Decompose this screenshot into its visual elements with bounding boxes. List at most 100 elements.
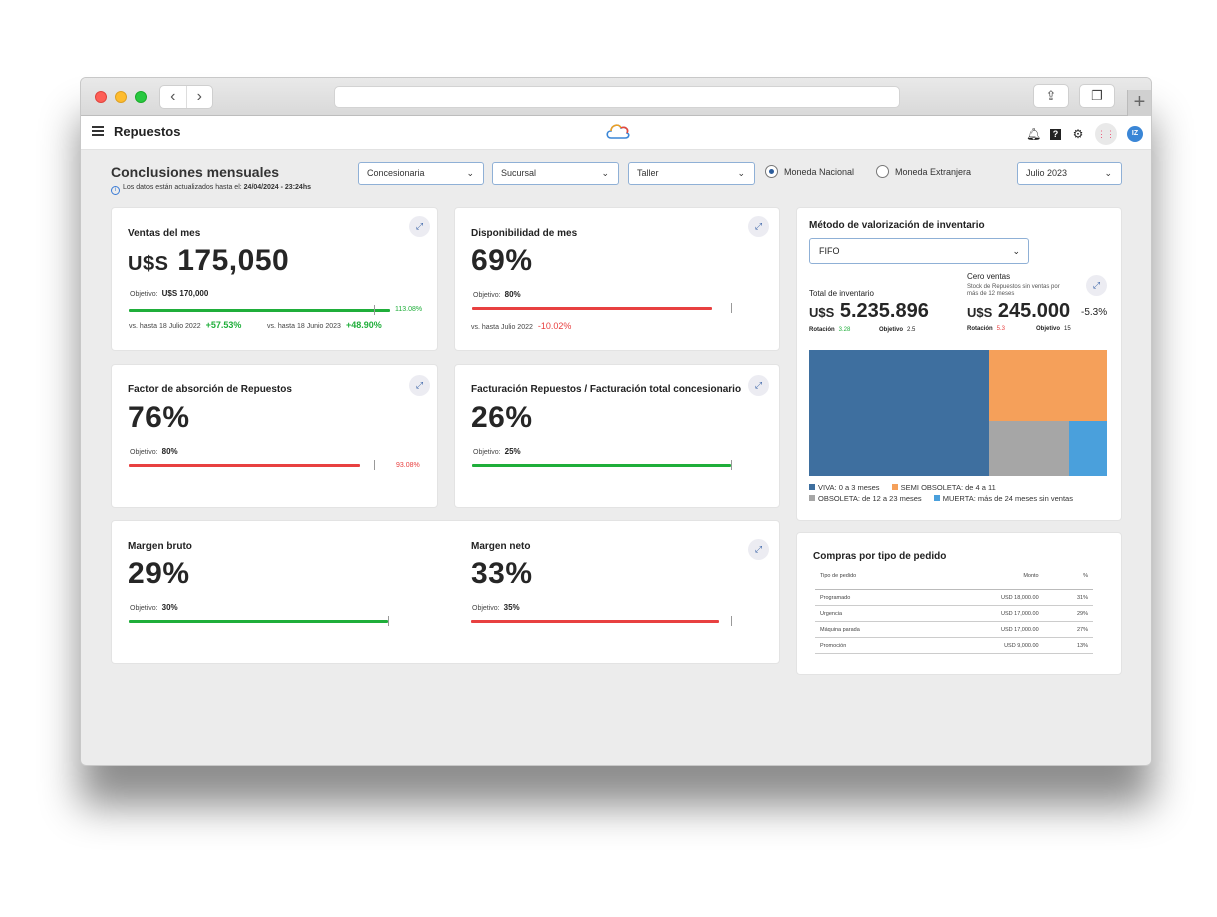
expand-icon[interactable]: ⤢ [409,216,430,237]
card-title: Ventas del mes [128,228,201,239]
minimize-window-button[interactable] [115,91,127,103]
browser-window: ‹ › ⇪ ❐ + Repuestos 🔔︎ ? ⚙ ⋮⋮ IZ Conclus… [80,77,1152,766]
progress-bar [471,620,719,623]
chevron-down-icon: ⌄ [737,168,745,178]
chevron-down-icon: ⌄ [1104,168,1112,178]
card-title: Facturación Repuestos / Facturación tota… [471,384,742,395]
objective: Objetivo: 80% [473,290,521,299]
compras-table: Tipo de pedido Monto % Programado USD 18,… [815,569,1093,654]
column-header: % [1043,569,1093,590]
address-bar[interactable] [334,86,900,108]
objective: Objetivo: 30% [130,603,178,612]
progress-bar [129,620,388,623]
bell-icon[interactable]: 🔔︎ [1026,127,1042,141]
card-title: Factor de absorción de Repuestos [128,384,292,395]
tabs-icon[interactable]: ❐ [1079,84,1115,108]
app-title: Repuestos [114,124,181,139]
progress-pct: 113.08% [395,306,423,313]
table-row[interactable]: Promoción USD 9,000.00 13% [815,637,1093,654]
total-inventory-label: Total de inventario [809,289,874,298]
legend-muerta: MUERTA: más de 24 meses sin ventas [933,493,1073,504]
objective-marker [731,303,732,313]
legend-viva: VIVA: 0 a 3 meses [809,482,880,493]
forward-icon[interactable]: › [196,88,202,105]
table-row[interactable]: Programado USD 18,000.00 31% [815,589,1093,606]
page-title: Conclusiones mensuales [111,164,280,180]
card-title: Método de valorización de inventario [809,220,985,231]
treemap-semi-obsoleta[interactable] [989,350,1107,421]
help-icon[interactable]: ? [1050,128,1061,140]
kpi-value: 26% [471,401,533,434]
radio-empty-icon [876,165,889,178]
expand-icon[interactable]: ⤢ [748,539,769,560]
kpi-value: 33% [471,557,533,590]
compras-table-viewport[interactable]: Tipo de pedido Monto % Programado USD 18,… [797,533,1121,658]
expand-icon[interactable]: ⤢ [748,375,769,396]
card-title: Disponibilidad de mes [471,228,578,239]
valuation-method-select[interactable]: FIFO ⌄ [809,238,1029,264]
objective-marker [731,460,732,470]
card-title: Margen bruto [128,541,192,552]
new-tab-icon[interactable]: + [1127,90,1151,116]
treemap-legend: VIVA: 0 a 3 meses SEMI OBSOLETA: de 4 a … [809,482,1109,504]
card-absorcion: Factor de absorción de Repuestos 76% Obj… [111,364,438,508]
card-disponibilidad: Disponibilidad de mes 69% Objetivo: 80% v… [454,207,780,351]
column-header: Tipo de pedido [815,569,932,590]
browser-titlebar: ‹ › ⇪ ❐ + [81,78,1151,116]
card-inventario: Método de valorización de inventario FIF… [796,207,1122,521]
back-icon[interactable]: ‹ [160,86,187,108]
expand-icon[interactable]: ⤢ [748,216,769,237]
kpi-value: 29% [128,557,190,590]
sucursal-select[interactable]: Sucursal ⌄ [492,162,619,185]
zero-sales-change: -5.3% [1081,307,1108,318]
close-window-button[interactable] [95,91,107,103]
chevron-down-icon: ⌄ [1012,246,1020,256]
taller-select[interactable]: Taller ⌄ [628,162,755,185]
rotation-objective: Objetivo 2.5 [879,327,916,333]
treemap-obsoleta[interactable] [989,421,1069,476]
progress-bar [472,464,731,467]
app-header: Repuestos 🔔︎ ? ⚙ ⋮⋮ IZ [81,116,1151,150]
card-facturacion: Facturación Repuestos / Facturación tota… [454,364,780,508]
gear-icon[interactable]: ⚙ [1072,127,1084,141]
objective: Objetivo: U$S 170,000 [130,289,209,298]
objective-marker [731,616,732,626]
avatar[interactable]: IZ [1127,126,1143,142]
zero-sales-value: U$S 245.000 [967,300,1071,322]
info-icon: i [111,186,120,195]
card-margenes: Margen bruto 29% Objetivo: 30% Margen net… [111,520,780,664]
objective: Objetivo: 80% [130,447,178,456]
radio-moneda-nacional[interactable]: Moneda Nacional [765,165,854,178]
hamburger-menu-icon[interactable] [92,126,104,136]
card-compras: Compras por tipo de pedido Tipo de pedid… [796,532,1122,675]
legend-semi: SEMI OBSOLETA: de 4 a 11 [891,482,996,493]
apps-grid-icon[interactable]: ⋮⋮ [1095,123,1117,145]
share-icon[interactable]: ⇪ [1033,84,1069,108]
zero-rotation: Rotación 5.3 [967,326,1006,332]
comparison-1: vs. hasta 18 Julio 2022 +57.53% [129,320,242,330]
expand-icon[interactable]: ⤢ [409,375,430,396]
total-inventory-value: U$S 5.235.896 [809,300,929,322]
kpi-value: 76% [128,401,190,434]
table-row[interactable]: Urgencia USD 17,000.00 29% [815,605,1093,622]
expand-icon[interactable]: ⤢ [1086,275,1107,296]
objective-marker [374,460,375,470]
chevron-down-icon: ⌄ [601,168,609,178]
table-row[interactable]: Máquina parada USD 17,000.00 27% [815,621,1093,638]
card-ventas: Ventas del mes U$S 175,050 Objetivo: U$S … [111,207,438,351]
radio-moneda-extranjera[interactable]: Moneda Extranjera [876,165,971,178]
maximize-window-button[interactable] [135,91,147,103]
column-header: Monto [931,569,1044,590]
comparison-1: vs. hasta Julio 2022 -10.02% [471,321,572,331]
concesionaria-select[interactable]: Concesionaria ⌄ [358,162,484,185]
treemap-muerta[interactable] [1069,421,1107,476]
objective-marker [388,616,389,626]
last-updated: i Los datos están actualizados hasta el: … [111,184,311,195]
progress-bar [129,309,390,312]
objective: Objetivo: 35% [472,603,520,612]
period-select[interactable]: Julio 2023 ⌄ [1017,162,1122,185]
main-content: Conclusiones mensuales i Los datos están … [81,150,1151,765]
radio-selected-icon [765,165,778,178]
treemap-viva[interactable] [809,350,989,476]
card-title: Margen neto [471,541,531,552]
